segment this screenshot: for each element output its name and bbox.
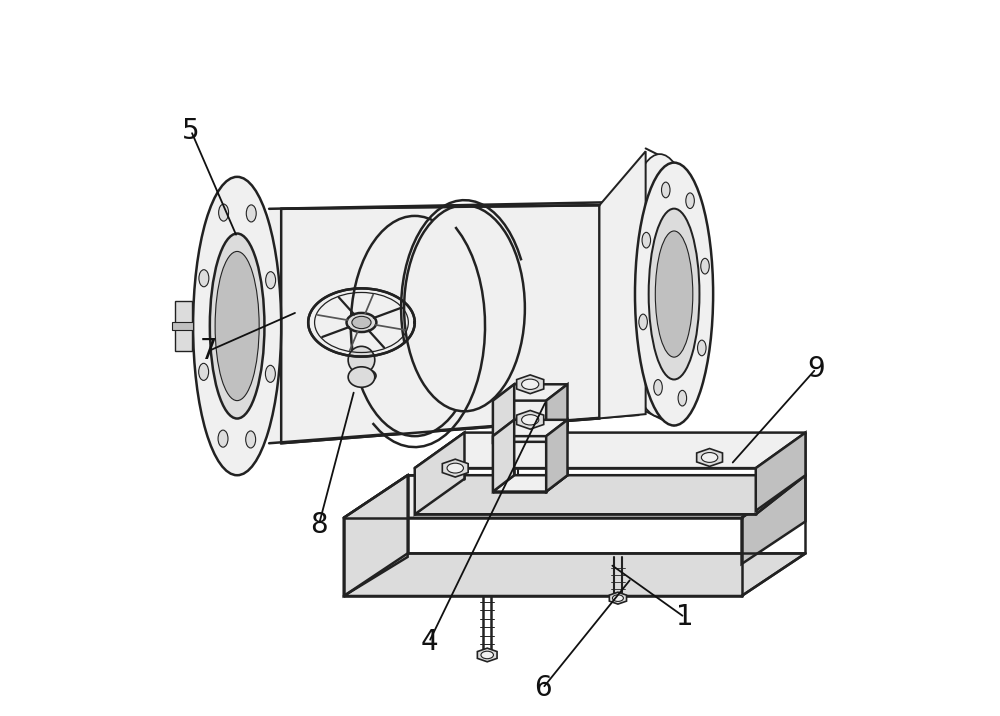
Ellipse shape (352, 316, 371, 329)
Ellipse shape (348, 367, 375, 387)
Ellipse shape (199, 270, 209, 286)
Polygon shape (172, 322, 193, 329)
Polygon shape (344, 553, 805, 596)
Ellipse shape (404, 205, 525, 411)
Polygon shape (493, 384, 514, 442)
Ellipse shape (246, 431, 256, 448)
Ellipse shape (635, 163, 713, 425)
Polygon shape (493, 420, 567, 436)
Polygon shape (281, 205, 599, 443)
Ellipse shape (639, 314, 647, 330)
Ellipse shape (351, 216, 479, 436)
Text: 7: 7 (200, 337, 218, 365)
Ellipse shape (350, 369, 376, 383)
Text: 8: 8 (310, 511, 328, 539)
Ellipse shape (662, 182, 670, 198)
Polygon shape (477, 648, 497, 662)
Polygon shape (493, 420, 514, 492)
Polygon shape (609, 592, 627, 604)
Polygon shape (546, 384, 567, 442)
Polygon shape (415, 475, 805, 514)
Ellipse shape (199, 363, 209, 380)
Ellipse shape (642, 233, 651, 248)
Polygon shape (415, 432, 805, 468)
Polygon shape (599, 151, 646, 418)
Polygon shape (517, 410, 544, 429)
Ellipse shape (447, 463, 463, 473)
Polygon shape (742, 475, 805, 564)
Ellipse shape (481, 652, 493, 659)
Ellipse shape (655, 231, 693, 357)
Ellipse shape (193, 177, 281, 475)
Text: 5: 5 (182, 117, 200, 145)
Ellipse shape (522, 379, 539, 390)
Ellipse shape (701, 453, 718, 463)
Polygon shape (517, 375, 544, 394)
Polygon shape (344, 475, 408, 596)
Polygon shape (344, 475, 805, 518)
Text: 6: 6 (534, 674, 551, 702)
Ellipse shape (348, 347, 375, 374)
Ellipse shape (621, 154, 699, 417)
Ellipse shape (678, 390, 687, 406)
Text: 1: 1 (676, 604, 694, 632)
Ellipse shape (612, 595, 623, 601)
Ellipse shape (654, 379, 662, 395)
Ellipse shape (701, 258, 709, 274)
Ellipse shape (347, 313, 376, 332)
Ellipse shape (266, 271, 276, 289)
Text: 4: 4 (420, 628, 438, 656)
Polygon shape (442, 459, 468, 477)
Ellipse shape (649, 208, 699, 379)
Ellipse shape (218, 430, 228, 448)
Ellipse shape (215, 251, 259, 401)
Polygon shape (493, 384, 567, 401)
Ellipse shape (686, 193, 694, 208)
Ellipse shape (698, 340, 706, 356)
Ellipse shape (265, 365, 275, 382)
Polygon shape (546, 420, 567, 492)
Ellipse shape (522, 415, 539, 425)
Ellipse shape (210, 233, 264, 419)
Polygon shape (269, 202, 639, 443)
Polygon shape (175, 301, 192, 351)
Polygon shape (415, 432, 464, 514)
Polygon shape (493, 425, 567, 442)
Ellipse shape (219, 204, 229, 221)
Polygon shape (697, 448, 723, 466)
Ellipse shape (246, 205, 256, 222)
Polygon shape (493, 475, 567, 492)
Text: 9: 9 (807, 354, 825, 382)
Polygon shape (756, 432, 805, 511)
